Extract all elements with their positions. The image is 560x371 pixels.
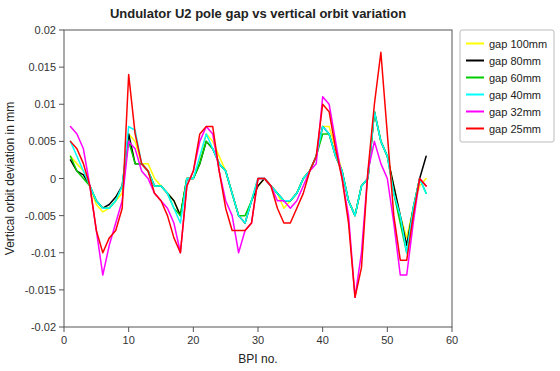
y-tick-label: -0.01 <box>31 247 56 259</box>
x-tick <box>258 327 259 332</box>
y-tick-label: -0.015 <box>25 284 56 296</box>
x-tick-label: 30 <box>252 334 264 346</box>
y-tick-label: 0 <box>50 173 56 185</box>
x-tick <box>193 327 194 332</box>
legend-label: gap 40mm <box>489 89 541 101</box>
legend-label: gap 100mm <box>489 38 547 50</box>
x-tick-label: 40 <box>317 334 329 346</box>
chart: 0 10 20 30 40 50 60 -0.02 -0.015 -0.01 -0.005 0 0.00… <box>0 0 560 371</box>
lines <box>70 52 426 297</box>
legend-swatch <box>466 77 484 79</box>
y-tick-label: -0.005 <box>25 210 56 222</box>
plot-area <box>64 30 452 327</box>
legend-label: gap 25mm <box>489 123 541 135</box>
x-tick-label: 60 <box>446 334 458 346</box>
y-tick <box>59 215 64 216</box>
y-axis: -0.02 -0.015 -0.01 -0.005 0 0.005 0.01 0.015 0.0… <box>25 24 64 333</box>
y-tick-label: 0.02 <box>35 24 56 36</box>
legend: gap 100mm gap 80mm gap 60mm gap 40mm gap 32m… <box>460 30 554 142</box>
series-line <box>70 52 426 297</box>
y-tick <box>59 252 64 253</box>
y-tick <box>59 30 64 31</box>
y-tick-label: 0.015 <box>28 61 56 73</box>
legend-swatch <box>466 60 484 62</box>
y-tick-label: -0.02 <box>31 321 56 333</box>
x-tick-label: 10 <box>123 334 135 346</box>
legend-swatch <box>466 111 484 113</box>
x-tick-label: 20 <box>187 334 199 346</box>
x-axis-label: BPI no. <box>238 352 277 366</box>
x-axis: 0 10 20 30 40 50 60 <box>61 327 458 346</box>
x-tick <box>64 327 65 332</box>
x-tick-label: 0 <box>61 334 67 346</box>
x-tick <box>322 327 323 332</box>
x-tick <box>452 327 453 332</box>
plot-frame <box>64 30 452 327</box>
legend-label: gap 32mm <box>489 106 541 118</box>
legend-swatch <box>466 128 484 130</box>
y-tick <box>59 327 64 328</box>
legend-label: gap 60mm <box>489 72 541 84</box>
legend-swatch <box>466 94 484 96</box>
y-tick <box>59 67 64 68</box>
x-tick-label: 50 <box>381 334 393 346</box>
legend-label: gap 80mm <box>489 55 541 67</box>
legend-swatch <box>466 43 484 45</box>
y-tick <box>59 178 64 179</box>
x-tick <box>128 327 129 332</box>
y-axis-label: Vertical orbit deviation in mm <box>3 102 17 255</box>
legend-box <box>460 30 554 142</box>
y-tick <box>59 141 64 142</box>
y-tick-label: 0.005 <box>28 135 56 147</box>
y-tick-label: 0.01 <box>35 98 56 110</box>
y-tick <box>59 289 64 290</box>
y-tick <box>59 104 64 105</box>
x-tick <box>387 327 388 332</box>
title: Undulator U2 pole gap vs vertical orbit … <box>110 6 406 21</box>
